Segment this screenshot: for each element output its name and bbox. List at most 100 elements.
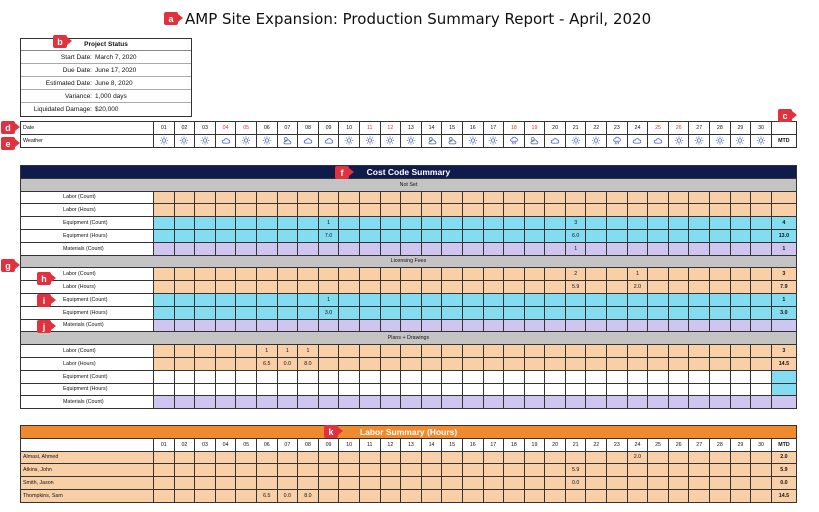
cost-code-day-cell	[503, 190, 525, 205]
metric-label-text: Materials (Count)	[63, 245, 104, 252]
labor-date-cell: 29	[729, 437, 752, 452]
cost-code-day-cell	[379, 228, 402, 243]
cost-code-day-cell	[338, 344, 360, 358]
date-cell: 28	[709, 121, 731, 135]
labor-person-name: Almasi, Ahmed	[20, 450, 154, 465]
date-row: Date 01 02 03 04 05 06 07 08 09 10 11 12 13 14 15 16 17 18…	[20, 121, 797, 135]
labor-day-cell	[461, 476, 484, 490]
labor-date-cell: 20	[544, 437, 566, 452]
date-cell: 14	[420, 121, 443, 135]
cost-code-mtd-cell	[770, 318, 797, 333]
cost-code-day-cell	[688, 190, 711, 205]
labor-date-cell: 04	[214, 437, 237, 452]
cost-code-mtd-cell: 7.9	[770, 280, 797, 294]
cost-code-day-cell	[564, 382, 587, 397]
labor-day-cell	[647, 463, 669, 478]
cost-code-metric-row: Labor (Count) 2 1 3	[20, 267, 797, 282]
status-row: Estimated Date: June 8, 2020	[21, 77, 191, 90]
cost-code-day-cell	[173, 228, 196, 243]
cost-code-day-cell	[400, 369, 422, 384]
labor-date-cell: 18	[503, 437, 525, 452]
cost-code-day-cell	[173, 203, 196, 218]
cost-code-day-cell	[297, 369, 319, 384]
labor-day-cell	[358, 450, 381, 465]
weather-row: Weather MTD	[20, 133, 797, 148]
cost-code-day-cell	[482, 292, 505, 307]
weather-mtd-label: MTD	[770, 133, 797, 148]
cost-code-day-cell	[255, 382, 278, 397]
status-label: Estimated Date:	[45, 80, 92, 87]
labor-person-row: Smith, Jason 0.0 0.0	[20, 476, 798, 490]
cost-code-day-cell	[441, 203, 463, 218]
labor-day-cell	[420, 463, 443, 478]
labor-day-cell	[173, 450, 196, 465]
cost-code-day-cell	[194, 228, 216, 243]
cost-code-day-cell	[688, 228, 711, 243]
cost-code-day-cell	[729, 382, 752, 397]
cost-code-day-cell	[750, 344, 772, 358]
cost-code-day-cell: 1	[626, 267, 649, 282]
labor-day-cell	[214, 463, 237, 478]
cost-code-day-cell	[400, 241, 422, 256]
cost-code-day-cell	[626, 395, 649, 410]
cost-code-day-cell	[194, 369, 216, 384]
cost-code-day-cell: 1	[564, 241, 587, 256]
labor-day-cell	[461, 463, 484, 478]
weather-cell	[255, 133, 278, 148]
cost-code-day-cell	[688, 318, 711, 333]
date-cell: 11	[358, 121, 381, 135]
cost-code-day-cell	[358, 203, 381, 218]
labor-day-cell	[523, 463, 546, 478]
cost-code-day-cell	[667, 382, 690, 397]
cost-code-day-cell	[544, 241, 566, 256]
cost-code-day-cell	[255, 369, 278, 384]
cost-code-day-cell	[400, 292, 422, 307]
cost-code-day-cell	[214, 369, 237, 384]
metric-label-text: Equipment (Count)	[63, 220, 108, 227]
cloudy-weather-icon	[546, 136, 565, 145]
badge-b: b	[53, 35, 72, 48]
cost-code-day-cell	[564, 369, 587, 384]
cost-code-day-cell	[153, 344, 175, 358]
cloudy-weather-icon	[299, 136, 318, 145]
cost-code-day-cell	[235, 203, 257, 218]
cost-code-day-cell	[338, 280, 360, 294]
cost-code-day-cell	[400, 382, 422, 397]
cost-code-day-cell	[482, 395, 505, 410]
cost-code-day-cell	[564, 292, 587, 307]
cost-code-day-cell: 6.5	[255, 356, 278, 371]
cost-code-day-cell	[235, 280, 257, 294]
labor-day-cell	[297, 463, 319, 478]
cost-code-day-cell	[420, 203, 443, 218]
cost-code-day-cell	[647, 280, 669, 294]
cost-code-day-cell	[688, 267, 711, 282]
date-cell: 24	[626, 121, 649, 135]
labor-day-cell	[317, 476, 340, 490]
labor-day-cell	[441, 463, 463, 478]
cost-code-day-cell: 5.9	[564, 280, 587, 294]
report-title: AMP Site Expansion: Production Summary R…	[185, 10, 652, 28]
labor-day-cell	[379, 476, 402, 490]
cost-code-day-cell	[276, 241, 299, 256]
cost-code-day-cell	[297, 228, 319, 243]
cost-code-mtd-cell: 1	[770, 241, 797, 256]
cost-code-day-cell	[503, 344, 525, 358]
cost-code-day-cell	[750, 318, 772, 333]
cost-code-day-cell	[729, 267, 752, 282]
labor-day-cell	[235, 450, 257, 465]
date-cell: 01	[153, 121, 175, 135]
cost-code-day-cell	[585, 216, 608, 230]
cost-code-day-cell	[194, 382, 216, 397]
cost-code-day-cell	[379, 292, 402, 307]
cost-code-day-cell	[255, 228, 278, 243]
cost-code-day-cell	[214, 292, 237, 307]
cost-code-day-cell	[420, 241, 443, 256]
cost-code-day-cell	[750, 216, 772, 230]
cost-code-day-cell	[153, 305, 175, 320]
cost-code-day-cell	[709, 382, 731, 397]
cost-code-day-cell: 3	[564, 216, 587, 230]
labor-day-cell	[688, 463, 711, 478]
cost-code-day-cell	[194, 305, 216, 320]
cost-code-day-cell	[235, 216, 257, 230]
sunny-weather-icon	[752, 136, 771, 145]
